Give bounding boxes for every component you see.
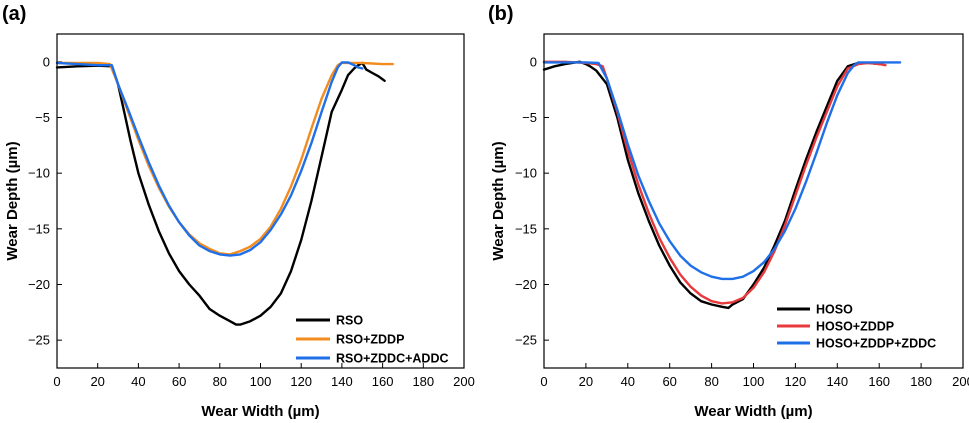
panel-b-legend-label-hoso: HOSO [816, 303, 853, 317]
panel-b: (b) 0 20 40 60 80 100 120 140 160 180 200 0 −5 −10 −15… [488, 3, 969, 420]
panel-a-x-tick-label-40: 40 [131, 374, 145, 389]
panel-a-legend: RSO RSO+ZDDP RSO+ZDDC+ADDC [296, 314, 449, 366]
panel-a-legend-label-rso: RSO [336, 314, 363, 328]
panel-b-y-tick-label-15: −15 [515, 221, 537, 236]
panel-a-legend-label-rso-zddp: RSO+ZDDP [336, 333, 404, 347]
panel-a-ticks: 0 20 40 60 80 100 120 140 160 180 200 0 −5 −10 −15 −20 −… [28, 54, 475, 389]
panel-b-series-hoso [542, 60, 881, 310]
panel-a-y-tick-label-25: −25 [28, 333, 50, 348]
panel-b-x-tick-label-200: 200 [952, 374, 969, 389]
panel-b-y-axis-title: Wear Depth (µm) [490, 141, 507, 260]
panel-a-x-tick-label-120: 120 [290, 374, 312, 389]
panel-a-series-rso-zddc-addc [55, 61, 364, 257]
panel-a-y-tick-label-20: −20 [28, 277, 50, 292]
panel-b-x-tick-label-60: 60 [662, 374, 676, 389]
panel-a-x-tick-label-80: 80 [213, 374, 227, 389]
panel-a-y-tick-label-0: 0 [43, 54, 50, 69]
panel-a-x-tick-label-160: 160 [372, 374, 394, 389]
panel-b-series-hoso-zddp-zddc [542, 61, 902, 281]
panel-a: (a) 0 20 40 60 80 100 120 140 160 180 200 0 −5 −10 −15… [2, 3, 475, 420]
panel-a-legend-label-rso-zddc-addc: RSO+ZDDC+ADDC [336, 352, 449, 366]
panel-b-x-tick-label-40: 40 [621, 374, 635, 389]
panel-a-x-tick-label-200: 200 [453, 374, 475, 389]
panel-b-series-hoso-zddp [542, 60, 887, 305]
panel-a-x-tick-label-20: 20 [90, 374, 104, 389]
panel-b-x-tick-label-100: 100 [743, 374, 765, 389]
panel-a-x-axis-title: Wear Width (µm) [201, 403, 319, 420]
panel-a-y-tick-label-15: −15 [28, 221, 50, 236]
panel-b-x-tick-label-120: 120 [785, 374, 807, 389]
panel-b-y-tick-label-25: −25 [515, 333, 537, 348]
panel-b-legend: HOSO HOSO+ZDDP HOSO+ZDDP+ZDDC [777, 303, 936, 351]
panel-b-y-tick-label-10: −10 [515, 166, 537, 181]
panel-b-y-tick-label-0: 0 [530, 54, 537, 69]
panel-b-ticks: 0 20 40 60 80 100 120 140 160 180 200 0 −5 −10 −15 −20 −… [515, 54, 969, 389]
panel-a-x-tick-label-0: 0 [53, 374, 60, 389]
panel-b-x-tick-label-0: 0 [540, 374, 547, 389]
panel-b-y-tick-label-5: −5 [522, 110, 537, 125]
panel-a-series-rso-zddp [55, 61, 394, 256]
panel-b-x-tick-label-180: 180 [910, 374, 932, 389]
panel-a-x-tick-label-100: 100 [250, 374, 272, 389]
panel-a-plot-frame [56, 33, 465, 369]
panel-b-y-tick-label-20: −20 [515, 277, 537, 292]
panel-b-x-axis-title: Wear Width (µm) [694, 403, 812, 420]
panel-b-plot-frame [543, 33, 964, 369]
panel-a-y-tick-label-5: −5 [35, 110, 50, 125]
panel-a-x-tick-label-140: 140 [331, 374, 353, 389]
panel-a-series-rso [55, 61, 386, 326]
panel-a-series [55, 61, 394, 326]
panel-b-x-tick-label-160: 160 [868, 374, 890, 389]
panel-a-y-tick-label-10: −10 [28, 166, 50, 181]
panel-b-legend-label-hoso-zddp-zddc: HOSO+ZDDP+ZDDC [816, 337, 936, 351]
panel-b-legend-label-hoso-zddp: HOSO+ZDDP [816, 320, 894, 334]
panel-b-x-tick-label-80: 80 [704, 374, 718, 389]
panel-a-y-axis-title: Wear Depth (µm) [4, 141, 21, 260]
panel-label-b: (b) [488, 3, 514, 25]
panel-b-x-tick-label-20: 20 [579, 374, 593, 389]
panel-a-x-tick-label-180: 180 [412, 374, 434, 389]
panel-b-series [542, 60, 902, 310]
panel-label-a: (a) [2, 3, 26, 25]
panel-b-x-tick-label-140: 140 [826, 374, 848, 389]
panel-a-x-tick-label-60: 60 [172, 374, 186, 389]
